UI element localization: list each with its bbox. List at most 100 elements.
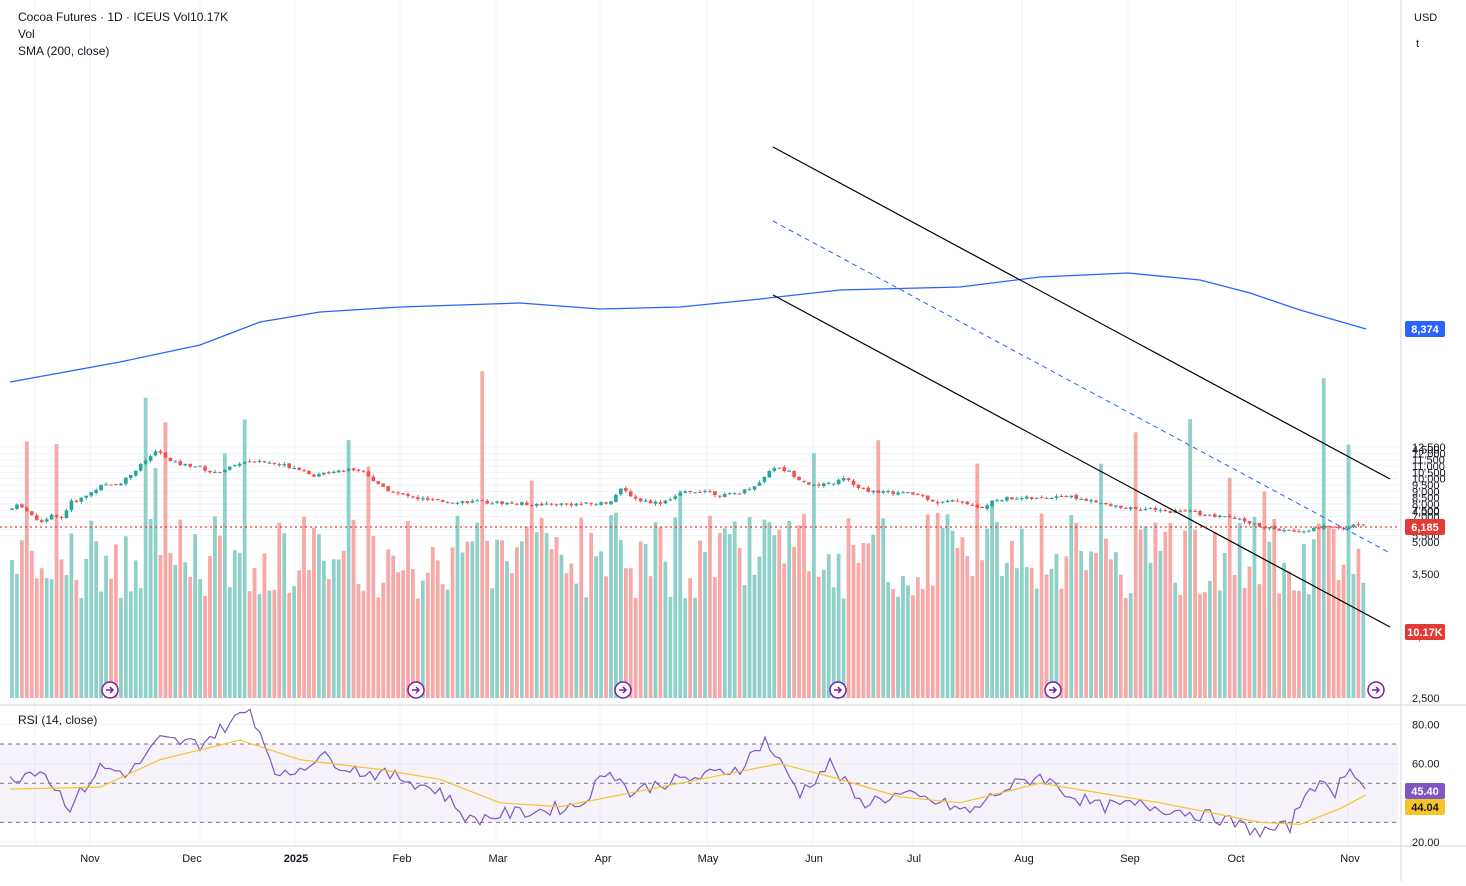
candle-body (1242, 518, 1247, 522)
volume-bar (1010, 540, 1014, 698)
volume-bar (816, 576, 821, 698)
candle-body (1015, 498, 1019, 500)
volume-bar (940, 527, 945, 698)
candle-body (1158, 510, 1163, 512)
volume-bar (465, 541, 470, 698)
volume-bar (1302, 543, 1306, 698)
volume-bar (589, 532, 594, 698)
rsi-title[interactable]: RSI (14, close) (18, 713, 98, 727)
time-tick-label: Dec (182, 853, 202, 865)
volume-bar (297, 570, 301, 698)
volume-bar (292, 586, 297, 698)
volume-bar (188, 576, 193, 698)
candle-body (69, 500, 74, 510)
volume-bar (178, 519, 183, 698)
volume-bar (435, 560, 440, 698)
volume-bar (94, 541, 99, 698)
volume-bar (10, 560, 14, 698)
price-tick-label: 4,000 (1412, 507, 1440, 519)
candle-body (1302, 531, 1306, 533)
candle-body (861, 487, 866, 489)
volume-bar (445, 589, 450, 698)
volume-bar (752, 574, 757, 698)
candle-body (732, 493, 737, 495)
volume-bar (227, 587, 232, 698)
volume-bar (361, 590, 366, 698)
candle-body (435, 499, 440, 501)
candle-body (34, 515, 39, 520)
candles (10, 449, 1366, 534)
candle-body (822, 483, 826, 486)
candle-body (614, 494, 618, 502)
volume-bar (1153, 522, 1158, 698)
candle-body (327, 472, 331, 474)
volume-bar (138, 588, 143, 698)
volume-bar (1143, 526, 1148, 698)
volume-bar (906, 585, 910, 698)
candle-body (485, 500, 489, 504)
candle-body (856, 484, 861, 488)
volume-bar (1138, 529, 1143, 698)
symbol-line[interactable]: Cocoa Futures · 1D · ICEUS Vol10.17K (18, 10, 229, 24)
volume-bar (1014, 568, 1019, 698)
candle-body (1133, 506, 1138, 510)
candle-body (940, 501, 945, 503)
time-tick-label: May (698, 853, 719, 865)
volume-bar (767, 522, 772, 698)
volume-bar (356, 583, 361, 698)
time-tick-label: Jun (805, 853, 823, 865)
volume-bar (628, 568, 633, 698)
volume-bar (89, 520, 94, 698)
volume-bar (623, 568, 628, 698)
volume-bar (995, 522, 999, 698)
time-tick-label: Mar (489, 853, 508, 865)
volume-bar (450, 547, 455, 698)
volume-bar (1039, 513, 1044, 698)
volume-bar (1262, 491, 1267, 698)
candle-body (272, 462, 277, 464)
volume-bar (222, 453, 227, 698)
event-marker-icon (407, 681, 425, 699)
candle-body (490, 503, 494, 505)
volume-bar (1074, 522, 1079, 698)
candle-body (604, 502, 608, 504)
volume-bar (1099, 463, 1103, 698)
candle-body (1054, 496, 1059, 498)
candle-body (901, 492, 905, 494)
volume-bar (1148, 562, 1153, 698)
volume-bar (69, 533, 74, 698)
candle-body (921, 495, 925, 497)
candle-body (826, 483, 831, 485)
channel-lower-line (772, 294, 1391, 628)
candle-body (1138, 509, 1143, 511)
candle-body (213, 471, 217, 473)
candle-body (198, 465, 202, 467)
candle-body (44, 519, 49, 522)
volume-bar (544, 533, 549, 698)
volume-bar (1084, 570, 1089, 698)
volume-bar (826, 554, 831, 698)
volume-bar (183, 562, 188, 698)
trend-channel[interactable] (772, 146, 1391, 628)
candle-body (955, 500, 960, 502)
candle-body (1213, 514, 1217, 517)
volume-bar (747, 516, 752, 698)
volume-bar (123, 536, 128, 698)
candle-body (1074, 494, 1079, 499)
volume-legend[interactable]: Vol (18, 27, 35, 41)
time-tick-label: Jul (907, 853, 921, 865)
volume-bar (460, 552, 465, 698)
candle-body (282, 464, 287, 466)
candle-body (351, 468, 356, 471)
rsi-line (9, 708, 1366, 839)
volume-bar (1277, 593, 1282, 698)
candle-body (480, 500, 485, 502)
volume-bar (104, 555, 108, 698)
volume-bar (1029, 567, 1034, 698)
currency-label[interactable]: USD (1414, 12, 1438, 24)
volume-bar (1089, 551, 1093, 698)
unit-label[interactable]: t (1416, 38, 1420, 50)
sma-legend[interactable]: SMA (200, close) (18, 44, 110, 58)
